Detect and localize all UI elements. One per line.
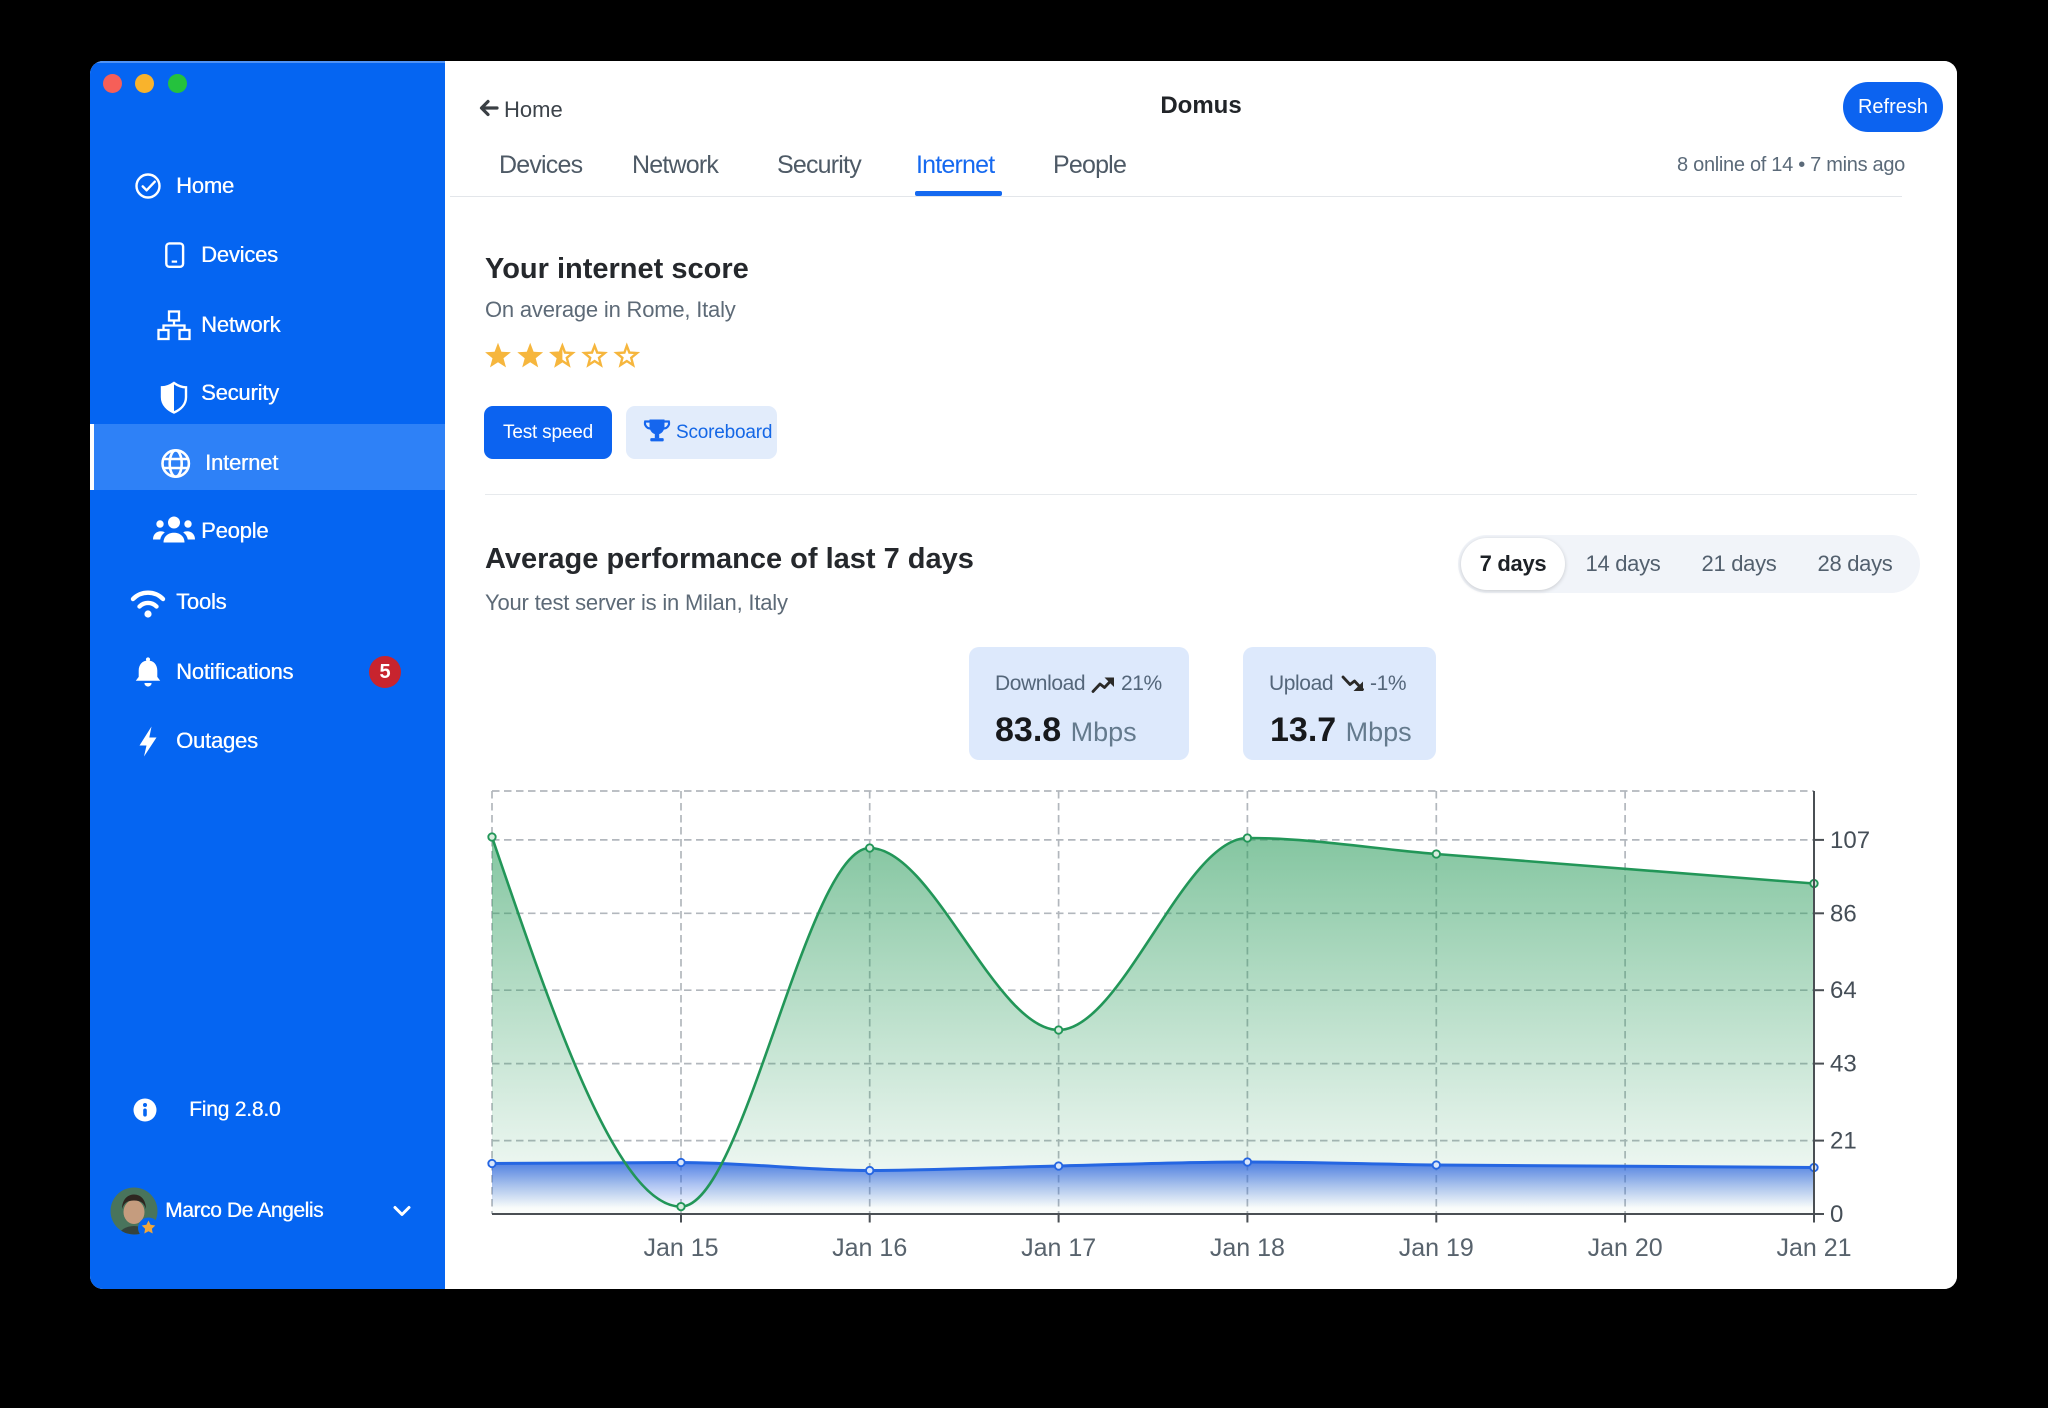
svg-text:21: 21 <box>1830 1128 1857 1155</box>
svg-text:Jan 21: Jan 21 <box>1776 1234 1851 1262</box>
svg-text:86: 86 <box>1830 900 1857 927</box>
svg-text:Jan 20: Jan 20 <box>1588 1234 1663 1262</box>
svg-text:43: 43 <box>1830 1051 1857 1078</box>
svg-text:Jan 16: Jan 16 <box>832 1234 907 1262</box>
svg-text:Jan 15: Jan 15 <box>643 1234 718 1262</box>
svg-text:Jan 19: Jan 19 <box>1399 1234 1474 1262</box>
svg-text:0: 0 <box>1830 1201 1843 1228</box>
svg-text:64: 64 <box>1830 977 1857 1004</box>
svg-text:Jan 17: Jan 17 <box>1021 1234 1096 1262</box>
svg-text:Jan 18: Jan 18 <box>1210 1234 1285 1262</box>
svg-text:107: 107 <box>1830 827 1870 854</box>
